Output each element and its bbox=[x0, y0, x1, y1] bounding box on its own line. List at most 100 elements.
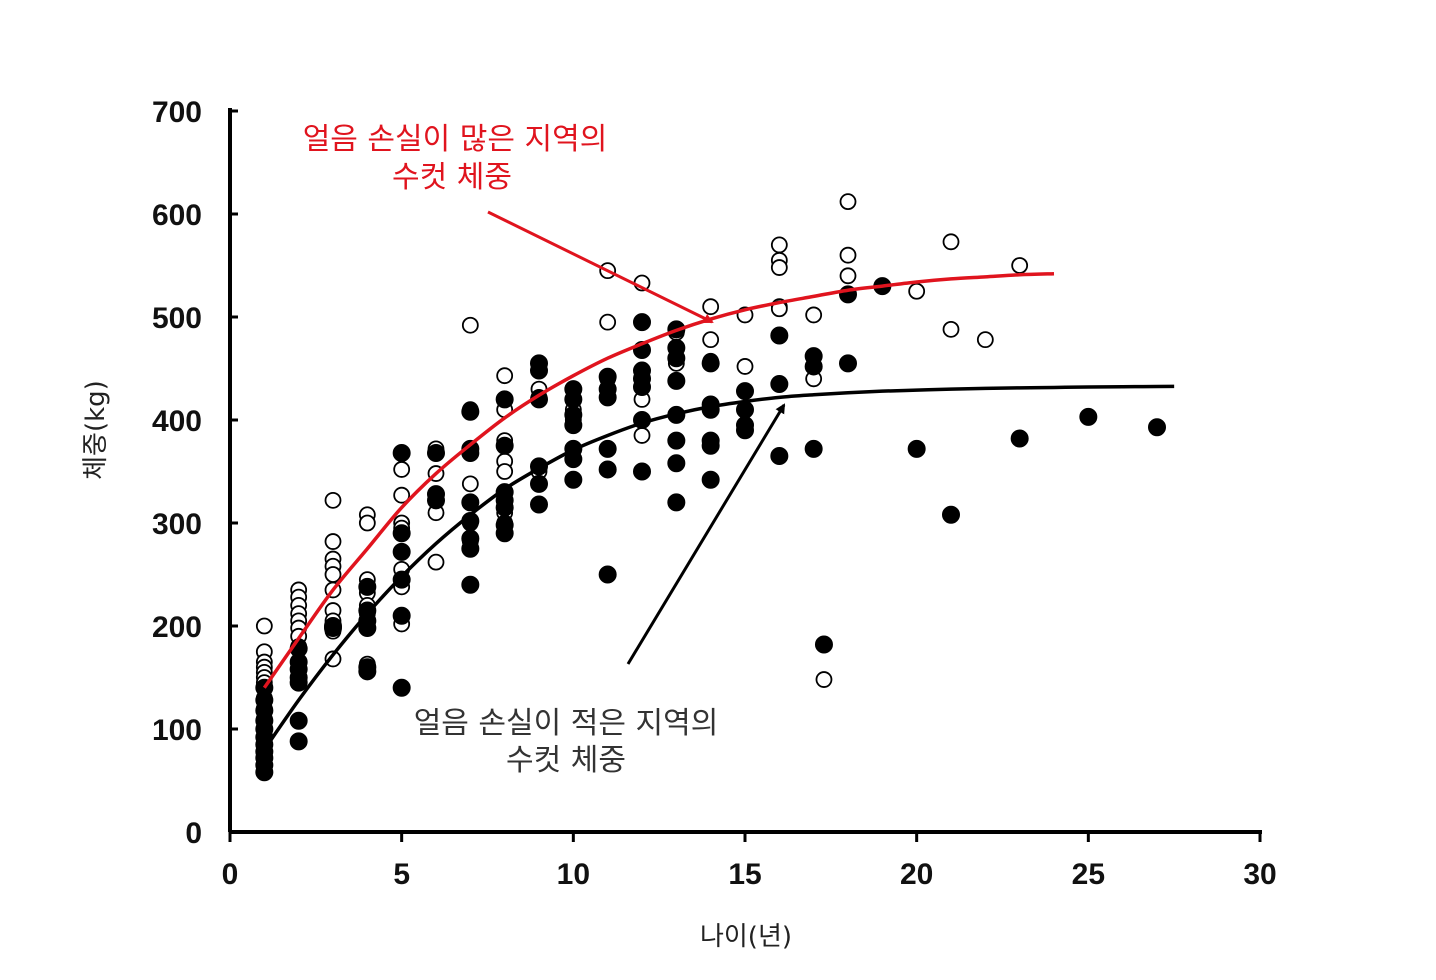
x-axis-title: 나이(년) bbox=[700, 922, 792, 952]
trend-curves bbox=[262, 271, 1175, 751]
filled-data-point bbox=[289, 673, 308, 692]
filled-data-point bbox=[461, 402, 480, 421]
filled-data-point bbox=[358, 577, 377, 596]
filled-data-point bbox=[564, 470, 583, 489]
high-loss-trend-curve bbox=[262, 271, 1055, 689]
annotation-low-loss-arrow bbox=[626, 403, 786, 665]
filled-data-point bbox=[598, 388, 617, 407]
filled-data-point bbox=[1079, 407, 1098, 426]
open-data-point bbox=[702, 331, 720, 349]
filled-data-point bbox=[633, 462, 651, 481]
filled-data-point bbox=[701, 436, 720, 455]
filled-data-point bbox=[633, 378, 651, 397]
filled-data-point bbox=[461, 539, 480, 558]
series-layer bbox=[255, 193, 1166, 782]
filled-data-point bbox=[633, 313, 651, 332]
filled-data-point bbox=[907, 439, 926, 458]
open-data-point bbox=[815, 671, 833, 688]
filled-data-point bbox=[667, 493, 686, 512]
open-data-point bbox=[770, 259, 788, 276]
filled-data-point bbox=[814, 635, 833, 654]
filled-data-point bbox=[598, 565, 617, 584]
filled-data-point bbox=[530, 474, 548, 493]
filled-data-point bbox=[530, 361, 548, 380]
filled-data-point bbox=[392, 524, 411, 543]
low-loss-trend-curve bbox=[262, 384, 1175, 751]
filled-data-point bbox=[770, 374, 789, 393]
open-data-point bbox=[942, 320, 960, 338]
y-tick-label: 200 bbox=[152, 611, 202, 644]
filled-data-point bbox=[427, 443, 445, 462]
x-tick-label: 20 bbox=[900, 858, 933, 891]
open-data-point bbox=[1011, 257, 1029, 274]
filled-data-point bbox=[598, 460, 617, 479]
filled-data-point bbox=[564, 416, 583, 435]
open-circle-series bbox=[255, 193, 1029, 728]
open-data-point bbox=[942, 233, 960, 251]
open-data-point bbox=[702, 298, 720, 316]
annotation-high-loss-arrow bbox=[487, 210, 714, 324]
filled-data-point bbox=[736, 421, 754, 440]
x-tick-label: 15 bbox=[728, 858, 761, 891]
filled-data-point bbox=[461, 443, 480, 462]
open-data-point bbox=[393, 486, 411, 504]
filled-data-point bbox=[392, 570, 411, 589]
y-tick-label: 0 bbox=[185, 817, 202, 850]
filled-data-point bbox=[1010, 429, 1029, 448]
open-data-point bbox=[427, 553, 445, 571]
filled-data-point bbox=[770, 326, 789, 345]
filled-data-point bbox=[495, 524, 514, 543]
filled-data-point bbox=[839, 354, 857, 373]
filled-data-point bbox=[289, 732, 308, 751]
annotation-high-loss-line2: 수컷 체중 bbox=[392, 160, 512, 195]
annotation-high-loss: 얼음 손실이 많은 지역의 수컷 체중 bbox=[303, 122, 714, 324]
filled-data-point bbox=[667, 371, 686, 390]
open-data-point bbox=[324, 650, 342, 668]
x-ticks: 0 5 10 15 20 25 30 bbox=[222, 832, 1277, 891]
y-tick-label: 400 bbox=[152, 405, 202, 438]
filled-data-point bbox=[804, 439, 823, 458]
filled-data-point bbox=[770, 447, 789, 466]
open-data-point bbox=[736, 358, 754, 375]
filled-data-point bbox=[392, 542, 411, 561]
x-tick-label: 10 bbox=[557, 858, 590, 891]
open-data-point bbox=[908, 282, 926, 300]
filled-data-point bbox=[598, 439, 617, 458]
filled-data-point bbox=[427, 491, 445, 510]
open-data-point bbox=[839, 193, 857, 211]
open-data-point bbox=[976, 331, 994, 349]
open-data-point bbox=[324, 566, 342, 583]
x-tick-label: 0 bbox=[222, 858, 239, 891]
x-tick-label: 5 bbox=[393, 858, 410, 891]
open-data-point bbox=[358, 514, 376, 532]
open-data-point bbox=[393, 461, 411, 478]
y-tick-label: 300 bbox=[152, 508, 202, 541]
filled-data-point bbox=[701, 400, 720, 419]
x-tick-label: 25 bbox=[1072, 858, 1105, 891]
y-tick-label: 600 bbox=[152, 199, 202, 232]
y-ticks: 0 100 200 300 400 500 600 700 bbox=[152, 96, 238, 850]
filled-data-point bbox=[495, 498, 514, 517]
y-tick-label: 100 bbox=[152, 714, 202, 747]
annotation-low-loss-line1: 얼음 손실이 적은 지역의 bbox=[414, 706, 719, 741]
open-data-point bbox=[839, 267, 857, 285]
open-data-point bbox=[599, 313, 617, 331]
open-data-point bbox=[461, 475, 479, 493]
open-data-point bbox=[633, 427, 651, 444]
filled-data-point bbox=[1148, 418, 1166, 437]
open-data-point bbox=[839, 246, 857, 264]
filled-data-point bbox=[461, 575, 480, 594]
y-tick-label: 700 bbox=[152, 96, 202, 129]
annotation-high-loss-line1: 얼음 손실이 많은 지역의 bbox=[303, 122, 608, 157]
open-data-point bbox=[496, 463, 514, 480]
open-data-point bbox=[770, 236, 788, 254]
filled-data-point bbox=[804, 357, 823, 376]
filled-data-point bbox=[701, 354, 720, 373]
filled-data-point bbox=[358, 662, 377, 681]
filled-data-point bbox=[392, 443, 411, 462]
filled-data-point bbox=[358, 619, 377, 638]
filled-data-point bbox=[564, 390, 583, 409]
filled-data-point bbox=[736, 382, 754, 401]
x-tick-label: 30 bbox=[1243, 858, 1276, 891]
filled-data-point bbox=[942, 505, 960, 524]
